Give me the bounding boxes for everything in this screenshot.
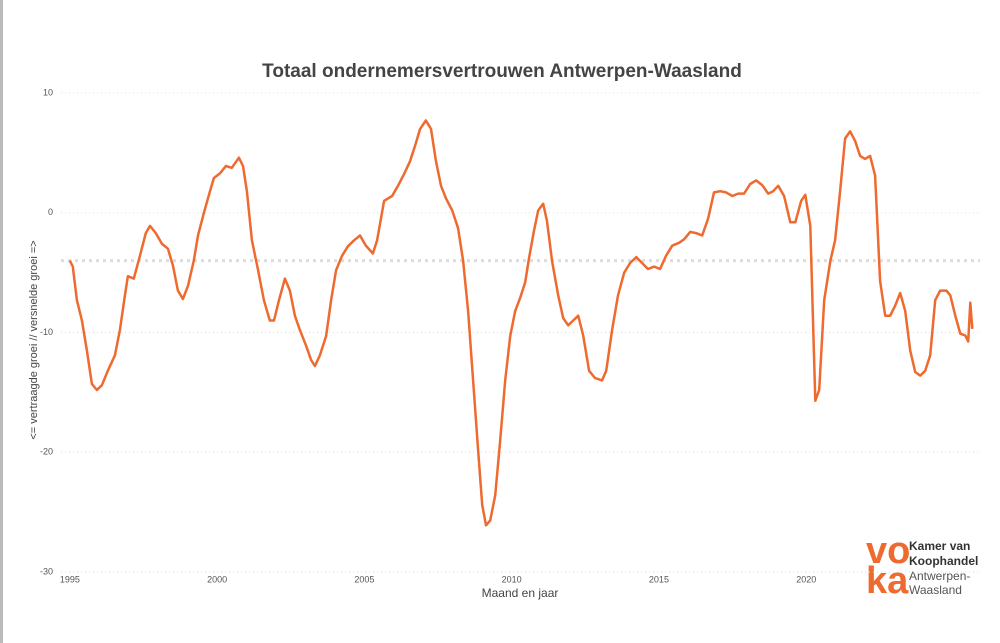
- y-tick-label: 10: [43, 87, 53, 97]
- logo-text: Kamer van: [909, 539, 970, 553]
- x-tick-label: 2000: [207, 574, 227, 584]
- x-tick-label: 2020: [796, 574, 816, 584]
- x-tick-label: 2015: [649, 574, 669, 584]
- y-axis-label: <= vertraagde groei // versnelde groei =…: [28, 240, 40, 439]
- x-axis-label: Maand en jaar: [482, 586, 559, 600]
- chart-title: Totaal ondernemersvertrouwen Antwerpen-W…: [262, 61, 742, 82]
- y-tick-label: -20: [40, 447, 53, 457]
- logo-mark: ka: [866, 560, 909, 602]
- x-tick-label: 2005: [354, 574, 374, 584]
- data-line: [68, 119, 974, 527]
- logo-text: Antwerpen-: [909, 569, 970, 583]
- y-tick-label: 0: [48, 207, 53, 217]
- y-tick-label: -30: [40, 566, 53, 576]
- left-border: [0, 0, 3, 643]
- x-tick-label: 1995: [60, 574, 80, 584]
- y-tick-label: -10: [40, 327, 53, 337]
- logo: vo ka Kamer van Koophandel Antwerpen- Wa…: [866, 530, 978, 602]
- logo-text: Koophandel: [909, 554, 978, 568]
- logo-text: Waasland: [909, 583, 962, 597]
- logo-mark: vo: [866, 530, 910, 572]
- x-tick-label: 2010: [502, 574, 522, 584]
